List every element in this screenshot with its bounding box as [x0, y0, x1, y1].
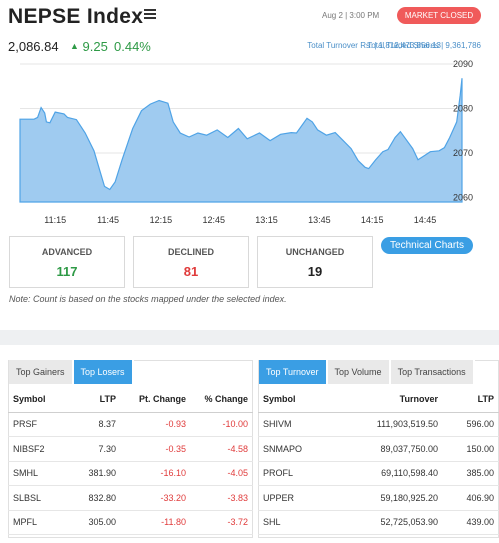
turnover-table: Symbol Turnover LTP SHIVM 111,903,519.50… [258, 386, 499, 535]
column-header-pt-change: Pt. Change [121, 386, 191, 413]
index-chart[interactable]: 11:15 11:45 12:15 12:45 13:15 13:45 14:15 14:45… [0, 58, 499, 230]
tab-top-losers[interactable]: Top Losers [73, 360, 134, 384]
x-tick-label: 12:45 [202, 215, 225, 225]
table-row[interactable]: SMHL 381.90 -16.10 -4.05 [8, 461, 253, 486]
symbol-cell[interactable]: SNMAPO [258, 436, 328, 462]
pct-change-cell: -4.58 [191, 436, 253, 462]
pt-change-cell: -33.20 [121, 485, 191, 511]
ltp-cell: 596.00 [443, 412, 499, 437]
pct-change-cell: -3.83 [191, 485, 253, 511]
ltp-cell: 305.00 [74, 510, 121, 535]
declined-value: 81 [183, 264, 199, 279]
table-header-row: Symbol Turnover LTP [258, 386, 499, 413]
symbol-cell[interactable]: SMHL [8, 461, 74, 486]
ltp-cell: 381.90 [74, 461, 121, 486]
table-row[interactable]: NIBSF2 7.30 -0.35 -4.58 [8, 436, 253, 462]
y-tick-label: 2060 [453, 193, 473, 203]
table-row[interactable]: MPFL 305.00 -11.80 -3.72 [8, 510, 253, 535]
index-change-value: 9.25 [82, 39, 108, 54]
pt-change-cell: -16.10 [121, 461, 191, 486]
x-tick-label: 12:15 [150, 215, 173, 225]
symbol-cell[interactable]: NIBSF2 [8, 436, 74, 462]
advanced-label: ADVANCED [41, 247, 93, 257]
pct-change-cell: -3.72 [191, 510, 253, 535]
right-tab-bar: Top Turnover Top Volume Top Transactions [259, 360, 475, 384]
table-row[interactable]: SHIVM 111,903,519.50 596.00 [258, 412, 499, 437]
y-tick-label: 2070 [453, 148, 473, 158]
unchanged-value: 19 [307, 264, 323, 279]
symbol-cell[interactable]: SLBSL [8, 485, 74, 511]
x-tick-label: 13:15 [255, 215, 278, 225]
column-header-symbol: Symbol [8, 386, 74, 413]
page-title: NEPSE Index [8, 5, 144, 28]
turnover-cell: 89,037,750.00 [328, 436, 443, 462]
ltp-cell: 150.00 [443, 436, 499, 462]
symbol-cell[interactable]: MPFL [8, 510, 74, 535]
index-change: ▲ 9.25 [70, 39, 108, 54]
left-tab-bar: Top Gainers Top Losers [9, 360, 134, 384]
x-tick-label: 14:15 [361, 215, 384, 225]
pct-change-cell: -4.05 [191, 461, 253, 486]
symbol-cell[interactable]: SHL [258, 510, 328, 535]
pt-change-cell: -0.35 [121, 436, 191, 462]
ltp-cell: 7.30 [74, 436, 121, 462]
index-change-percent: 0.44% [114, 39, 151, 54]
index-area-series [19, 78, 463, 203]
pct-change-cell: -10.00 [191, 412, 253, 437]
table-row[interactable]: SLBSL 832.80 -33.20 -3.83 [8, 485, 253, 511]
column-header-turnover: Turnover [328, 386, 443, 413]
declined-label: DECLINED [167, 247, 214, 257]
advanced-value: 117 [56, 264, 78, 279]
ltp-cell: 8.37 [74, 412, 121, 437]
column-header-ltp: LTP [443, 386, 499, 413]
ltp-cell: 832.80 [74, 485, 121, 511]
column-header-ltp: LTP [74, 386, 121, 413]
symbol-cell[interactable]: PRSF [8, 412, 74, 437]
turnover-cell: 59,180,925.20 [328, 485, 443, 511]
table-row[interactable]: SHL 52,725,053.90 439.00 [258, 510, 499, 535]
turnover-cell: 111,903,519.50 [328, 412, 443, 437]
symbol-cell[interactable]: UPPER [258, 485, 328, 511]
table-row[interactable]: UPPER 59,180,925.20 406.90 [258, 485, 499, 511]
ltp-cell: 406.90 [443, 485, 499, 511]
table-row[interactable]: PRSF 8.37 -0.93 -10.00 [8, 412, 253, 437]
advanced-box: ADVANCED 117 [9, 236, 125, 288]
symbol-cell[interactable]: PROFL [258, 461, 328, 486]
column-header-pct-change: % Change [191, 386, 253, 413]
losers-table: Symbol LTP Pt. Change % Change PRSF 8.37… [8, 386, 253, 535]
y-tick-label: 2090 [453, 59, 473, 69]
table-row[interactable]: PROFL 69,110,598.40 385.00 [258, 461, 499, 486]
market-status-badge: MARKET CLOSED [397, 7, 481, 24]
y-tick-label: 2080 [453, 104, 473, 114]
index-value: 2,086.84 [8, 39, 59, 54]
table-row[interactable]: SNMAPO 89,037,750.00 150.00 [258, 436, 499, 462]
ltp-cell: 385.00 [443, 461, 499, 486]
count-note: Note: Count is based on the stocks mappe… [9, 294, 287, 304]
unchanged-box: UNCHANGED 19 [257, 236, 373, 288]
pt-change-cell: -11.80 [121, 510, 191, 535]
x-tick-label: 13:45 [308, 215, 331, 225]
menu-icon[interactable] [144, 9, 156, 21]
up-arrow-icon: ▲ [70, 41, 79, 51]
table-header-row: Symbol LTP Pt. Change % Change [8, 386, 253, 413]
turnover-cell: 69,110,598.40 [328, 461, 443, 486]
declined-box: DECLINED 81 [133, 236, 249, 288]
x-tick-label: 11:15 [44, 215, 66, 225]
unchanged-label: UNCHANGED [285, 247, 345, 257]
ltp-cell: 439.00 [443, 510, 499, 535]
date-time: Aug 2 | 3:00 PM [322, 11, 380, 20]
tab-top-gainers[interactable]: Top Gainers [9, 360, 74, 384]
tab-top-turnover[interactable]: Top Turnover [259, 360, 328, 384]
total-traded-shares: Total Traded Shares | 9,361,786 [367, 41, 481, 50]
technical-charts-button[interactable]: Technical Charts [381, 237, 473, 254]
turnover-cell: 52,725,053.90 [328, 510, 443, 535]
x-tick-label: 14:45 [414, 215, 437, 225]
total-turnover: Total Turnover Rs: | 1,812,473,856.13 [307, 41, 441, 50]
tab-top-transactions[interactable]: Top Transactions [390, 360, 475, 384]
column-header-symbol: Symbol [258, 386, 328, 413]
pt-change-cell: -0.93 [121, 412, 191, 437]
tab-top-volume[interactable]: Top Volume [327, 360, 391, 384]
x-tick-label: 11:45 [97, 215, 119, 225]
symbol-cell[interactable]: SHIVM [258, 412, 328, 437]
